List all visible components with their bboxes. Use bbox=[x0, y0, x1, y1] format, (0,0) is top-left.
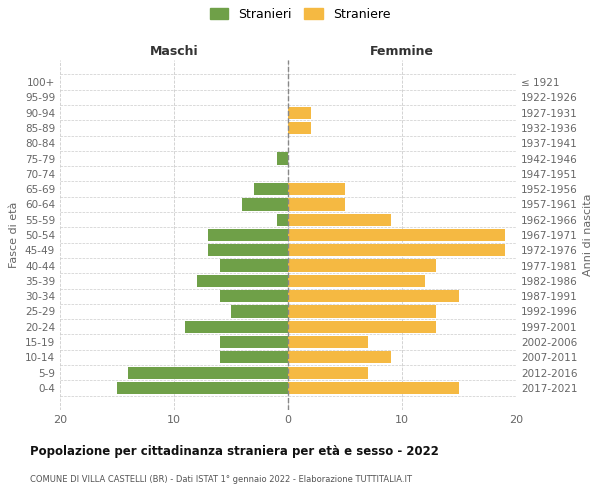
Bar bbox=[288, 366, 368, 379]
Bar bbox=[288, 214, 391, 226]
Bar bbox=[288, 106, 311, 118]
Bar bbox=[231, 306, 288, 318]
Bar bbox=[288, 275, 425, 287]
Bar bbox=[288, 336, 368, 348]
Text: COMUNE DI VILLA CASTELLI (BR) - Dati ISTAT 1° gennaio 2022 - Elaborazione TUTTIT: COMUNE DI VILLA CASTELLI (BR) - Dati IST… bbox=[30, 475, 412, 484]
Bar bbox=[220, 352, 288, 364]
Bar bbox=[277, 214, 288, 226]
Bar bbox=[220, 290, 288, 302]
Bar bbox=[288, 320, 436, 333]
Bar bbox=[288, 352, 391, 364]
Bar bbox=[208, 244, 288, 256]
Bar bbox=[288, 183, 345, 195]
Y-axis label: Anni di nascita: Anni di nascita bbox=[583, 194, 593, 276]
Bar bbox=[128, 366, 288, 379]
Bar bbox=[254, 183, 288, 195]
Y-axis label: Fasce di età: Fasce di età bbox=[10, 202, 19, 268]
Bar bbox=[288, 229, 505, 241]
Bar bbox=[242, 198, 288, 210]
Text: Femmine: Femmine bbox=[370, 44, 434, 58]
Bar bbox=[277, 152, 288, 164]
Bar bbox=[197, 275, 288, 287]
Bar bbox=[288, 198, 345, 210]
Bar bbox=[288, 290, 459, 302]
Bar bbox=[288, 122, 311, 134]
Bar bbox=[288, 382, 459, 394]
Bar bbox=[288, 260, 436, 272]
Bar bbox=[220, 260, 288, 272]
Bar bbox=[117, 382, 288, 394]
Text: Maschi: Maschi bbox=[149, 44, 199, 58]
Legend: Stranieri, Straniere: Stranieri, Straniere bbox=[205, 2, 395, 26]
Bar bbox=[288, 244, 505, 256]
Bar bbox=[185, 320, 288, 333]
Bar bbox=[288, 306, 436, 318]
Text: Popolazione per cittadinanza straniera per età e sesso - 2022: Popolazione per cittadinanza straniera p… bbox=[30, 445, 439, 458]
Bar bbox=[220, 336, 288, 348]
Bar bbox=[208, 229, 288, 241]
